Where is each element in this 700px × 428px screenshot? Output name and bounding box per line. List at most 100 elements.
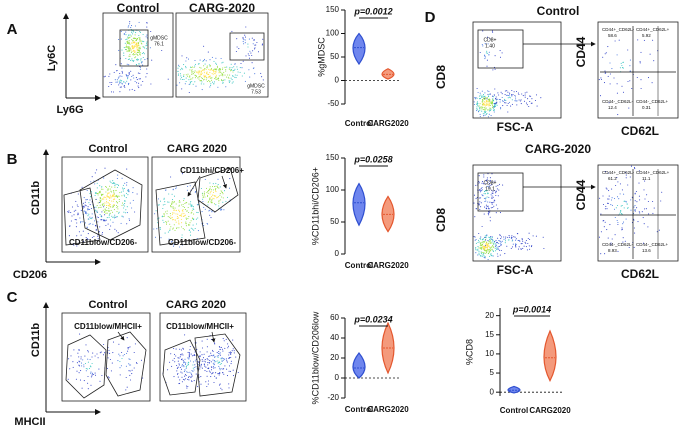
event-dot <box>88 209 90 211</box>
event-dot <box>146 41 148 43</box>
event-dot <box>178 205 180 207</box>
event-dot <box>253 48 256 50</box>
axis-label: MHCII <box>14 416 45 428</box>
event-dot <box>115 194 118 196</box>
event-dot <box>489 104 491 107</box>
event-dot <box>124 203 126 205</box>
event-dot <box>117 77 119 79</box>
event-dot <box>203 364 205 366</box>
event-dot <box>227 76 229 78</box>
event-dot <box>119 367 121 369</box>
event-dot <box>513 236 515 238</box>
event-dot <box>107 223 109 225</box>
event-dot <box>191 205 193 207</box>
event-dot <box>481 110 483 112</box>
event-dot <box>522 247 524 249</box>
event-dot <box>489 250 491 252</box>
y-tick-label: 0 <box>490 387 495 396</box>
event-dot <box>204 68 206 70</box>
event-dot <box>195 366 197 368</box>
event-dot <box>494 55 496 57</box>
event-dot <box>77 205 79 208</box>
event-dot <box>492 106 494 108</box>
event-dot <box>120 191 122 193</box>
event-dot <box>479 106 481 108</box>
event-dot <box>127 194 129 196</box>
event-dot <box>620 210 622 212</box>
event-dot <box>180 78 182 80</box>
event-dot <box>473 202 475 204</box>
gate <box>477 29 524 69</box>
event-dot <box>199 80 201 82</box>
event-dot <box>208 74 210 76</box>
event-dot <box>116 177 118 180</box>
event-dot <box>530 102 532 104</box>
event-dot <box>489 211 491 213</box>
event-dot <box>115 216 117 218</box>
event-dot <box>132 199 134 201</box>
event-dot <box>213 203 216 205</box>
p-value: p=0.0014 <box>512 304 551 314</box>
event-dot <box>489 240 491 242</box>
event-dot <box>177 360 179 362</box>
event-dot <box>131 31 133 33</box>
event-dot <box>609 73 611 75</box>
event-dot <box>137 72 139 74</box>
event-dot <box>129 358 131 360</box>
event-dot <box>95 206 97 208</box>
event-dot <box>92 352 94 354</box>
event-dot <box>133 47 135 49</box>
event-dot <box>110 225 112 227</box>
event-dot <box>218 187 220 189</box>
event-dot <box>87 215 89 217</box>
y-axis-label: %CD11blow/CD206low <box>310 311 320 404</box>
event-dot <box>183 229 185 231</box>
event-dot <box>94 172 96 174</box>
event-dot <box>191 78 193 80</box>
event-dot <box>642 242 645 244</box>
event-dot <box>139 39 142 41</box>
event-dot <box>167 369 169 371</box>
event-dot <box>644 180 646 182</box>
event-dot <box>73 349 75 351</box>
event-dot <box>131 75 133 78</box>
event-dot <box>102 209 104 211</box>
event-dot <box>150 30 152 33</box>
event-dot <box>211 202 213 204</box>
event-dot <box>109 194 111 196</box>
event-dot <box>117 196 119 199</box>
event-dot <box>473 194 476 196</box>
event-dot <box>229 66 231 68</box>
event-dot <box>171 213 174 215</box>
event-dot <box>207 189 209 192</box>
event-dot <box>133 50 135 52</box>
event-dot <box>107 204 109 207</box>
event-dot <box>79 217 81 219</box>
event-dot <box>146 58 148 60</box>
event-dot <box>484 240 486 242</box>
event-dot <box>94 194 96 197</box>
event-dot <box>172 219 174 221</box>
event-dot <box>109 228 111 230</box>
event-dot <box>625 174 627 176</box>
event-dot <box>131 30 133 32</box>
event-dot <box>137 42 140 44</box>
event-dot <box>218 384 221 386</box>
event-dot <box>133 45 135 47</box>
event-dot <box>516 104 518 106</box>
event-dot <box>216 352 218 354</box>
event-dot <box>118 80 120 82</box>
event-dot <box>620 205 622 207</box>
event-dot <box>139 68 141 70</box>
event-dot <box>249 50 251 52</box>
event-dot <box>116 211 118 213</box>
event-dot <box>162 219 164 221</box>
event-dot <box>481 90 483 92</box>
event-dot <box>517 92 519 94</box>
event-dot <box>616 219 618 222</box>
event-dot <box>90 372 92 374</box>
event-dot <box>127 26 129 28</box>
event-dot <box>221 196 223 198</box>
event-dot <box>617 181 619 183</box>
event-dot <box>179 356 181 358</box>
